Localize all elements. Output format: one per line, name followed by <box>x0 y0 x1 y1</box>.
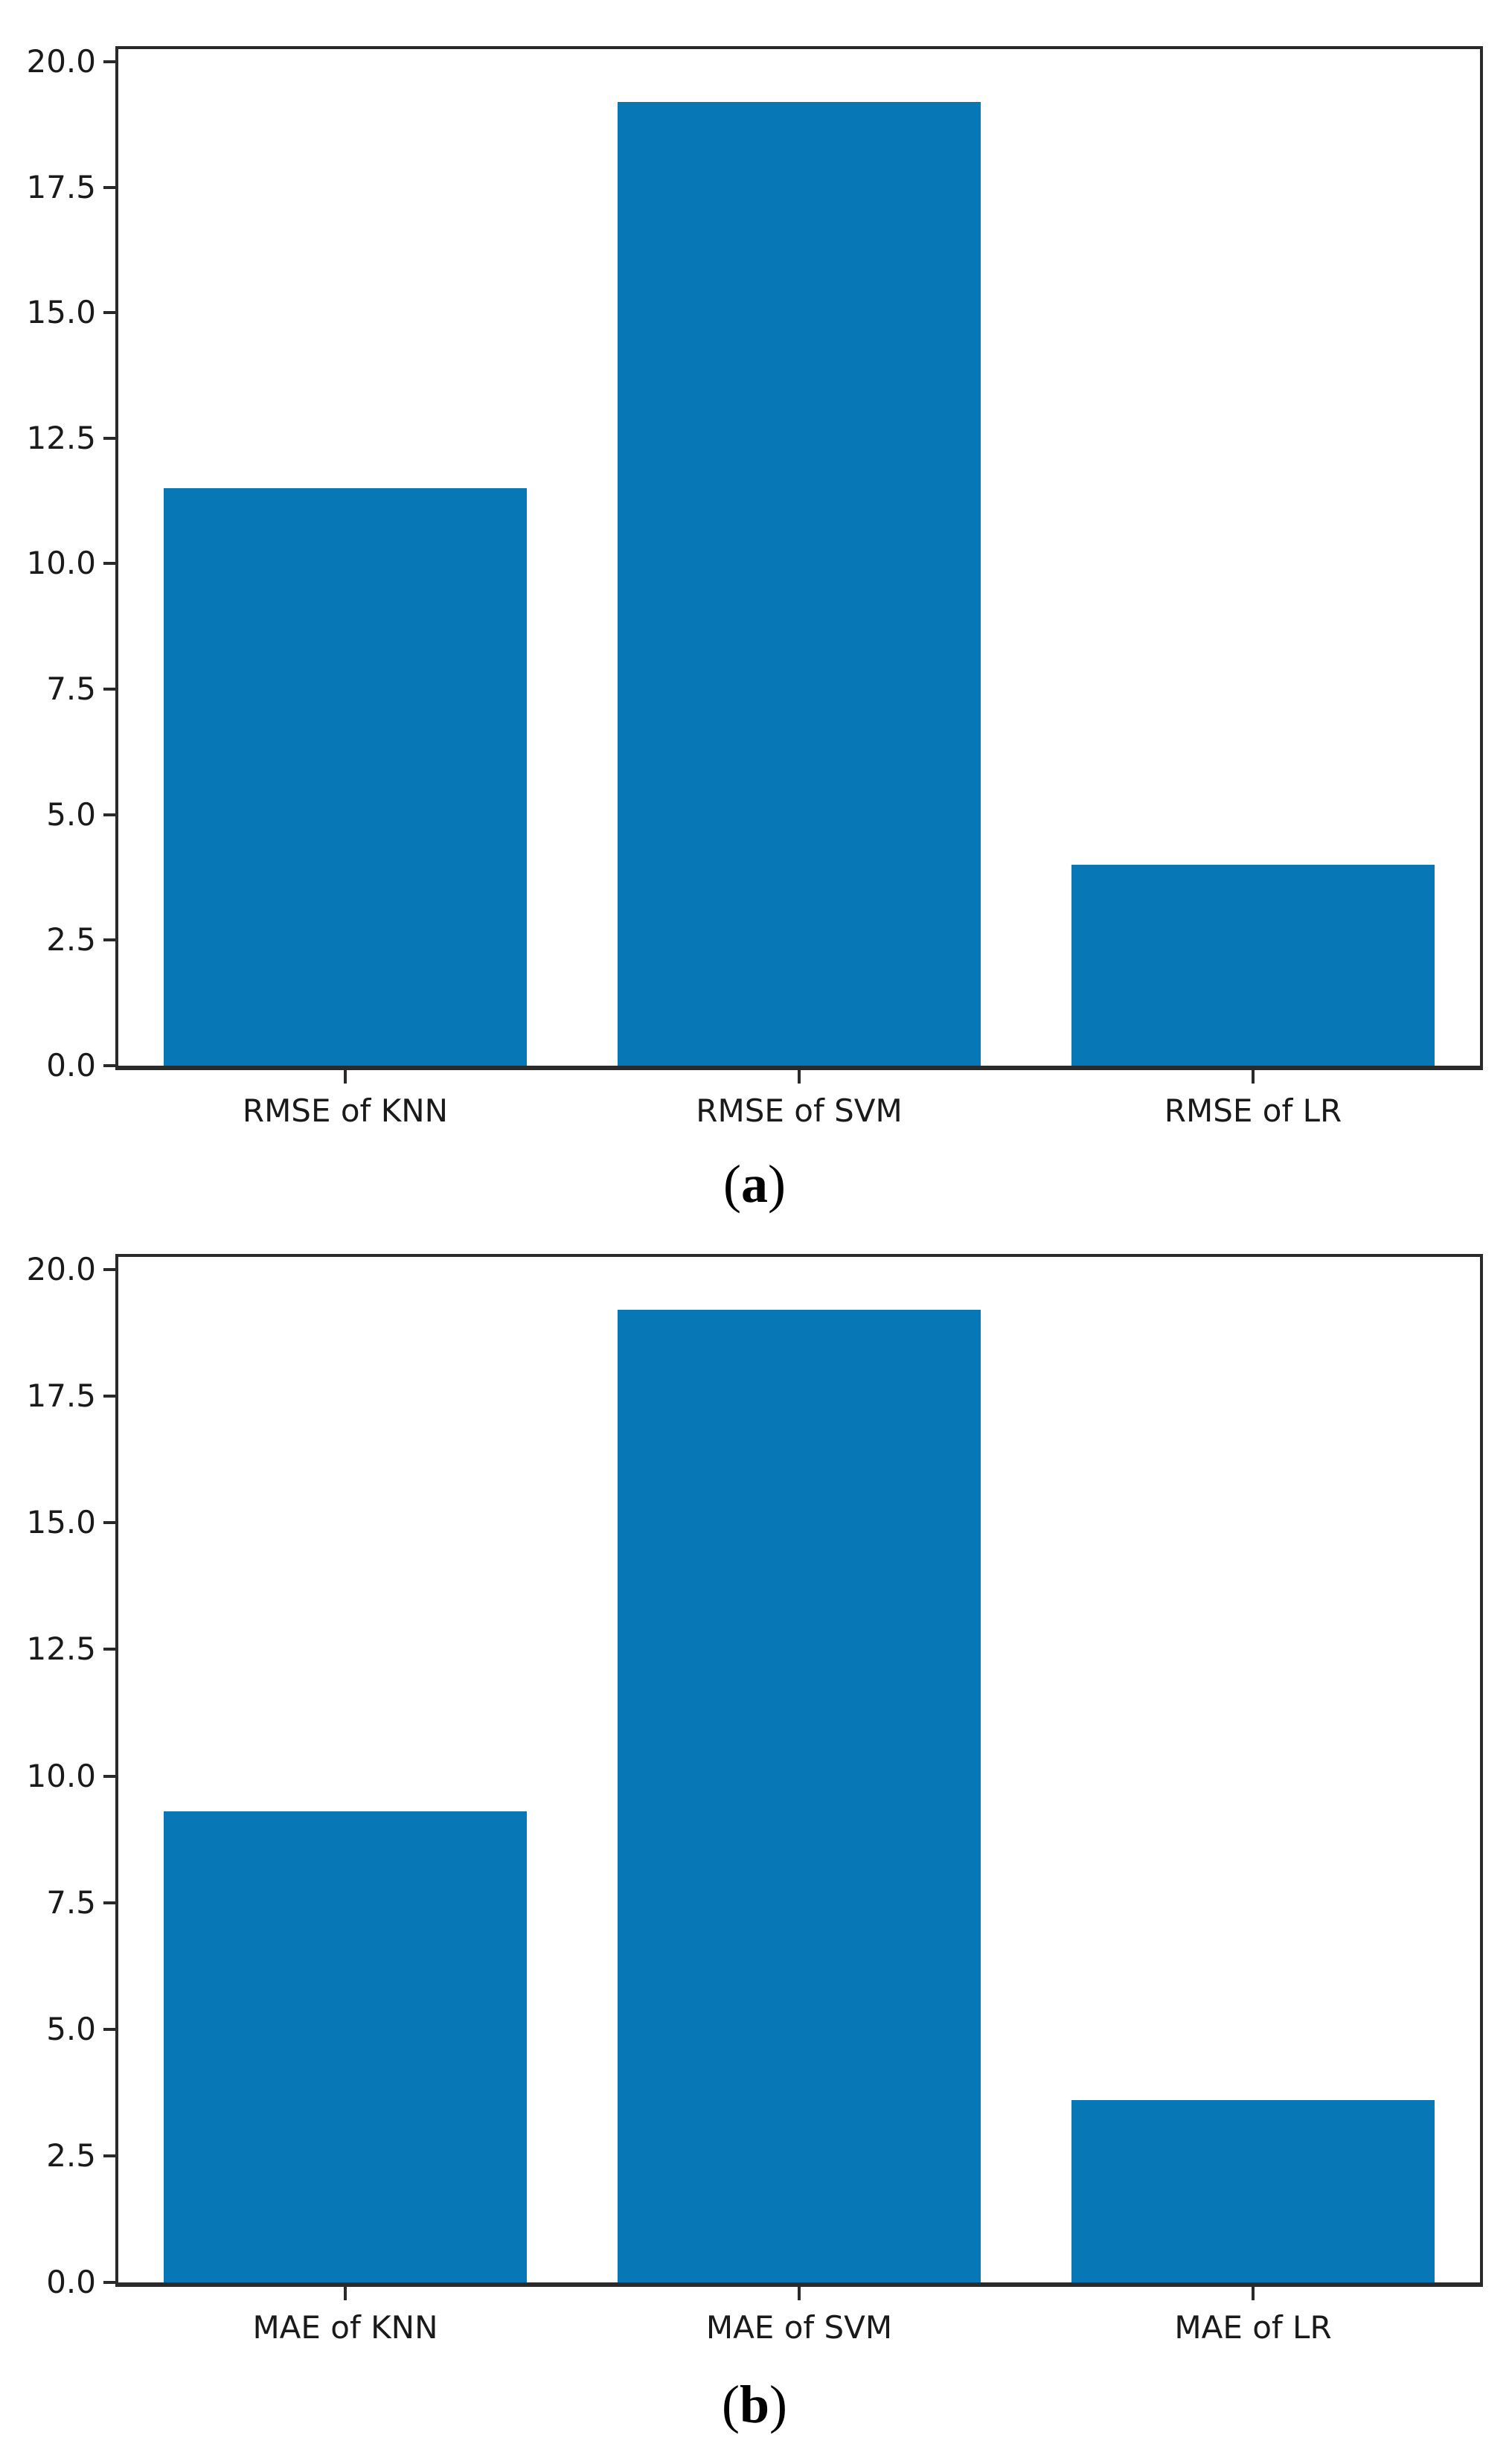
x-tick-label: MAE of SVM <box>705 2309 893 2346</box>
y-tick-label: 17.5 <box>26 168 96 205</box>
bar <box>1071 865 1435 1066</box>
y-tick-label: 7.5 <box>46 1884 96 1921</box>
x-tick-mark <box>1252 2287 1255 2300</box>
y-tick-label: 10.0 <box>26 1757 96 1794</box>
y-tick-mark <box>103 688 115 691</box>
y-tick-mark <box>103 1774 115 1778</box>
y-tick-label: 12.5 <box>26 419 96 456</box>
x-tick-label: RMSE of SVM <box>696 1092 903 1129</box>
y-tick-mark <box>103 1521 115 1525</box>
y-tick-label: 17.5 <box>26 1377 96 1415</box>
y-tick-mark <box>103 562 115 566</box>
bar <box>164 1811 527 2282</box>
bar <box>618 101 981 1066</box>
bar <box>1071 2100 1435 2282</box>
y-tick-label: 20.0 <box>26 42 96 80</box>
y-tick-mark <box>103 1395 115 1398</box>
y-tick-mark <box>103 1648 115 1651</box>
y-tick-label: 2.5 <box>46 921 96 959</box>
y-tick-mark <box>103 1901 115 1904</box>
caption-a-letter: a <box>741 1154 768 1214</box>
y-tick-mark <box>103 1064 115 1067</box>
x-tick-mark <box>343 2287 347 2300</box>
caption-b-letter: b <box>739 2375 770 2434</box>
caption-a-open-paren: ( <box>723 1154 741 1214</box>
y-tick-mark <box>103 436 115 440</box>
y-tick-mark <box>103 1268 115 1271</box>
x-tick-label: RMSE of LR <box>1164 1092 1342 1129</box>
x-tick-label: MAE of KNN <box>252 2309 438 2346</box>
y-tick-mark <box>103 2154 115 2157</box>
figure-caption-a: (a) <box>0 1154 1509 1214</box>
y-tick-label: 5.0 <box>46 2010 96 2047</box>
x-tick-mark <box>798 2287 801 2300</box>
x-tick-mark <box>798 1070 801 1084</box>
y-tick-mark <box>103 185 115 189</box>
y-tick-mark <box>103 60 115 63</box>
bar <box>618 1310 981 2282</box>
bar <box>164 488 527 1066</box>
y-tick-mark <box>103 938 115 942</box>
plot-area-mae: 0.0 2.5 5.0 7.5 10.0 12.5 15.0 17.5 20.0 MAE of K… <box>26 1254 1483 2345</box>
y-tick-label: 2.5 <box>46 2137 96 2174</box>
plot-area-rmse: 0.0 2.5 5.0 7.5 10.0 12.5 15.0 17.5 20.0 RMSE of … <box>26 45 1483 1128</box>
y-tick-label: 7.5 <box>46 671 96 708</box>
y-tick-label: 5.0 <box>46 796 96 833</box>
figure-caption-b: (b) <box>0 2375 1509 2434</box>
x-tick-mark <box>1252 1070 1255 1084</box>
y-tick-label: 0.0 <box>46 2264 96 2300</box>
y-tick-label: 10.0 <box>26 545 96 582</box>
y-tick-mark <box>103 2027 115 2031</box>
x-tick-label: MAE of LR <box>1174 2309 1332 2346</box>
y-tick-mark <box>103 311 115 315</box>
y-tick-mark <box>103 813 115 816</box>
caption-b-open-paren: ( <box>721 2375 740 2434</box>
y-tick-label: 20.0 <box>26 1251 96 1287</box>
y-tick-label: 15.0 <box>26 294 96 331</box>
caption-b-close-paren: ) <box>769 2375 787 2434</box>
y-tick-label: 0.0 <box>46 1047 96 1084</box>
y-tick-mark <box>103 2281 115 2284</box>
y-tick-label: 12.5 <box>26 1631 96 1668</box>
y-tick-label: 15.0 <box>26 1504 96 1541</box>
caption-a-close-paren: ) <box>768 1154 786 1214</box>
x-tick-mark <box>343 1070 347 1084</box>
x-tick-label: RMSE of KNN <box>242 1092 449 1129</box>
